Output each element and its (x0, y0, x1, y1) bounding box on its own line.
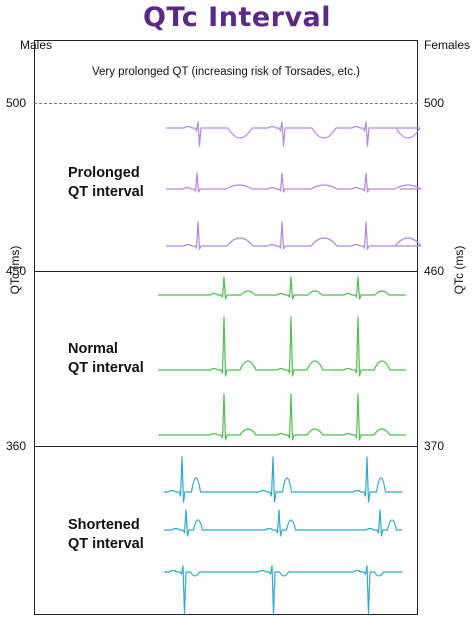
shortened-label-line1: Shortened (68, 517, 140, 533)
chart-frame (34, 40, 418, 615)
very-prolonged-note: Very prolonged QT (increasing risk of To… (91, 66, 361, 78)
left-tick-450: 450 (6, 264, 27, 278)
prolonged-trace-3 (166, 221, 422, 250)
zone-divider-upper (34, 271, 418, 272)
right-axis-header: Females (424, 38, 471, 52)
normal-trace-2 (158, 316, 406, 377)
shortened-zone-label: Shortened QT interval (68, 516, 144, 554)
prolonged-zone-label: Prolonged QT interval (68, 164, 144, 202)
right-tick-370: 370 (424, 439, 445, 453)
normal-zone-label: Normal QT interval (68, 340, 144, 378)
threshold-dashed-line (34, 103, 418, 104)
diagram-title: QTc Interval (142, 2, 332, 33)
normal-label-line1: Normal (68, 341, 118, 357)
prolonged-label-line2: QT interval (68, 184, 144, 200)
left-tick-360: 360 (6, 439, 27, 453)
shortened-trace-1 (164, 456, 402, 503)
prolonged-trace-1 (166, 121, 421, 147)
shortened-trace-3 (164, 565, 402, 615)
left-axis-header: Males (20, 38, 53, 52)
shortened-label-line2: QT interval (68, 536, 144, 552)
right-tick-460: 460 (424, 264, 445, 278)
prolonged-trace-2 (166, 172, 422, 193)
prolonged-label-line1: Prolonged (68, 165, 140, 181)
normal-trace-3 (158, 393, 406, 441)
normal-trace-1 (158, 276, 406, 300)
shortened-trace-2 (164, 509, 402, 537)
right-tick-500: 500 (424, 96, 445, 110)
normal-label-line2: QT interval (68, 360, 144, 376)
zone-divider-lower (34, 446, 418, 447)
left-tick-500: 500 (6, 96, 27, 110)
